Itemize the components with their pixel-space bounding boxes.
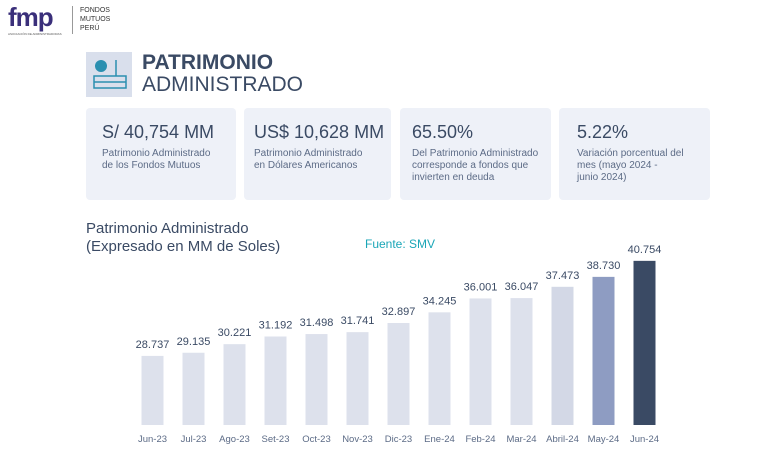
bar [223,344,246,425]
bar [305,334,328,425]
value-label: 28.737 [136,339,170,351]
header-icon [86,52,132,97]
bar [633,260,656,425]
line: Del Patrimonio Administrado [412,148,539,159]
x-tick-label: Mar-24 [506,434,536,445]
card: S/ 40,754 MM Patrimonio Administrado de l… [86,108,236,200]
line: Variación porcentual del [577,148,684,159]
bar [346,332,369,425]
card: 5.22% Variación porcentual del mes (mayo … [559,108,710,200]
chart-source: Fuente: SMV [365,237,435,251]
logo-line: FONDOS [80,7,110,14]
line: en Dólares Americanos [254,160,358,171]
bar [264,336,287,425]
value-label: 31.192 [259,319,293,331]
x-tick-label: Jun-23 [138,434,167,445]
x-tick-label: Feb-24 [465,434,495,445]
bar [510,298,533,425]
line: corresponde a fondos que [412,160,529,171]
value-label: 29.135 [177,336,211,348]
icon [93,60,127,89]
x-tick-label: Nov-23 [342,434,373,445]
value-label: 38.730 [587,260,621,272]
card-value: 65.50% [412,122,474,142]
x-tick-label: May-24 [588,434,620,445]
line: de los Fondos Mutuos [102,160,201,171]
card-value: US$ 10,628 MM [254,122,385,142]
x-tick-label: Oct-23 [302,434,331,445]
bar [141,355,164,425]
bar [551,286,574,425]
x-tick-label: Abril-24 [546,434,579,445]
card: US$ 10,628 MM Patrimonio Administrado en … [244,108,391,200]
x-tick-label: Ago-23 [219,434,250,445]
bar [428,312,451,425]
chart-title: Patrimonio Administrado [86,220,249,237]
chart-subtitle: (Expresado en MM de Soles) [86,238,280,255]
line: Patrimonio Administrado [102,148,211,159]
card-value: S/ 40,754 MM [102,122,215,142]
bar [387,322,410,425]
card: 65.50% Del Patrimonio Administrado corres… [400,108,551,200]
logo-divider [72,6,73,34]
x-tick-label: Set-23 [262,434,290,445]
x-tick-label: Jul-23 [181,434,207,445]
logo-tagline: ASOCIACIÓN DE ADMINISTRADORAS [8,32,62,36]
value-label: 31.741 [341,315,375,327]
logo-line: MUTUOS [80,16,111,23]
line: mes (mayo 2024 - [577,160,658,171]
value-label: 36.047 [505,281,539,293]
x-tick-label: Ene-24 [424,434,455,445]
logo-mark: fmp [8,2,54,32]
logo-line: PERÚ [80,25,100,32]
header-title-light: ADMINISTRADO [142,73,304,96]
x-tick-label: Jun-24 [630,434,659,445]
bar [469,298,492,425]
card-description: Del Patrimonio Administrado corresponde a… [412,148,538,184]
bar [592,276,615,425]
line: junio 2024) [577,172,627,183]
logo-text: FONDOS MUTUOS PERÚ [80,6,110,33]
bar [182,352,205,425]
value-label: 34.245 [423,295,457,307]
value-label: 32.897 [382,306,416,318]
card-value: 5.22% [577,122,629,142]
value-label: 40.754 [628,244,662,256]
card-description: Patrimonio Administrado en Dólares Americ… [254,148,362,172]
value-label: 31.498 [300,317,334,329]
header-title-bold: PATRIMONIO [142,51,274,74]
line: invierten en deuda [412,172,495,183]
card-description: Patrimonio Administrado de los Fondos Mut… [102,148,210,172]
x-tick-label: Dic-23 [385,434,412,445]
value-label: 36.001 [464,281,498,293]
line: Patrimonio Administrado [254,148,363,159]
card-description: Variación porcentual del mes (mayo 2024 -… [577,148,684,184]
value-label: 30.221 [218,327,252,339]
value-label: 37.473 [546,270,580,282]
